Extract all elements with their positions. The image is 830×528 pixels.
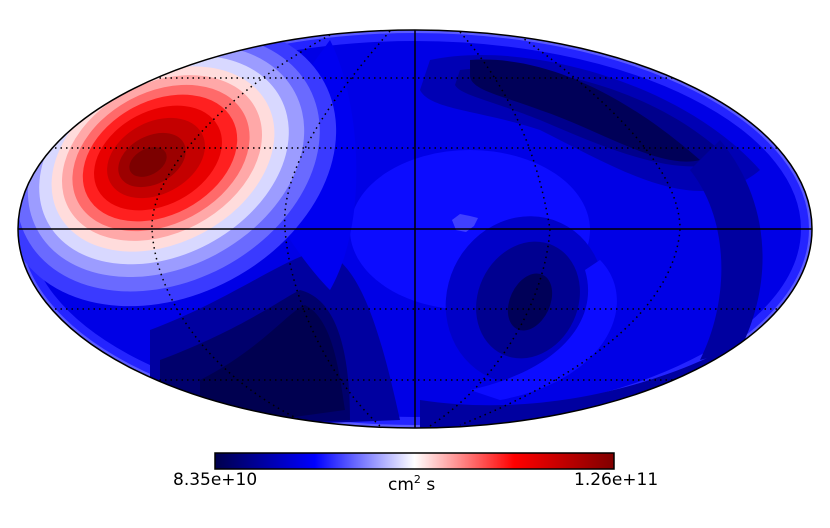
unit-suffix: s xyxy=(420,475,436,495)
unit-exponent: 2 xyxy=(413,473,421,486)
colorbar-unit-label: cm2 s xyxy=(388,470,435,495)
low-region-south-east xyxy=(445,216,605,384)
map-outline xyxy=(17,29,813,429)
low-region-south-west xyxy=(150,250,400,428)
colorbar xyxy=(214,452,615,470)
unit-base: cm xyxy=(388,475,414,495)
colorbar-min-label: 8.35e+10 xyxy=(173,470,258,490)
low-region-north-east xyxy=(420,54,760,191)
bright-patch xyxy=(452,214,478,232)
colorbar-max-label: 1.26e+11 xyxy=(574,470,659,490)
